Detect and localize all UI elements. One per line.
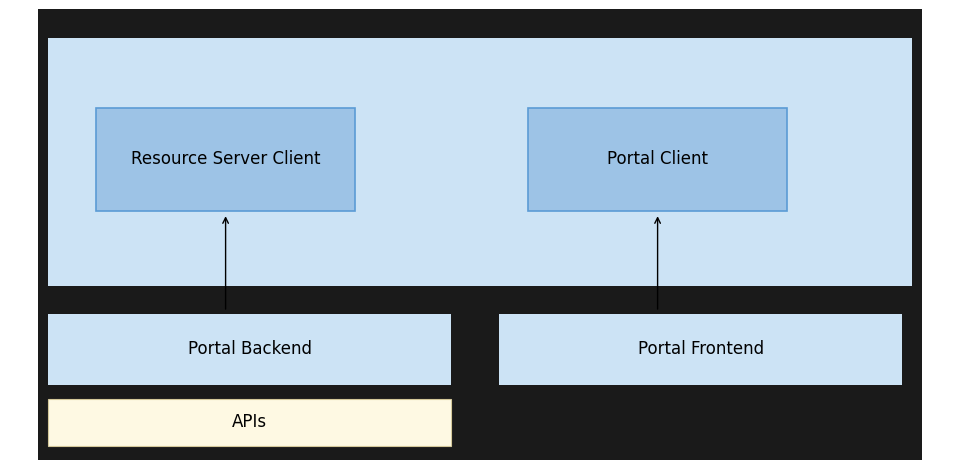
- Bar: [96, 108, 355, 211]
- Text: Portal Client: Portal Client: [607, 151, 708, 168]
- Bar: [38, 286, 902, 314]
- Text: APIs: APIs: [232, 413, 267, 431]
- Bar: [48, 314, 451, 385]
- Bar: [48, 38, 912, 286]
- Bar: [528, 108, 787, 211]
- Text: Portal Frontend: Portal Frontend: [637, 340, 764, 358]
- Bar: [38, 385, 902, 460]
- Text: Resource Server Client: Resource Server Client: [131, 151, 321, 168]
- Text: Portal Backend: Portal Backend: [187, 340, 312, 358]
- Bar: [499, 314, 902, 385]
- Bar: [48, 399, 451, 446]
